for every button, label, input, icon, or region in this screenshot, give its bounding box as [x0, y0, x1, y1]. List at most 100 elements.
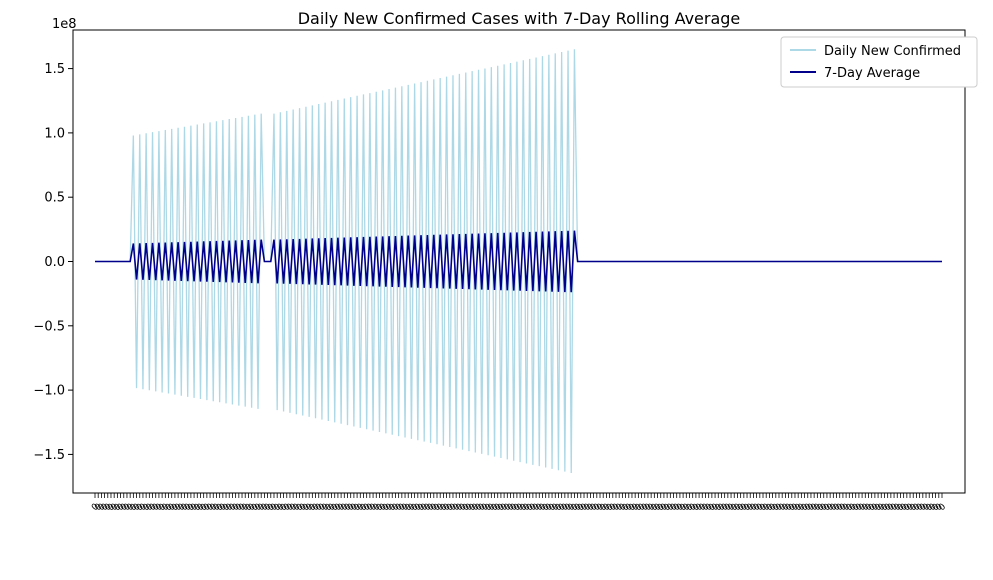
- x-tick-label: 0: [889, 502, 900, 513]
- x-tick-label: 0: [886, 502, 897, 513]
- x-tick-label: 0: [924, 502, 935, 513]
- x-tick-label: 0: [841, 502, 852, 513]
- x-tick-label: 0: [720, 502, 731, 513]
- x-tick-label: 0: [758, 502, 769, 513]
- x-tick-label: 0: [592, 502, 603, 513]
- x-tick-label: 0: [208, 502, 219, 513]
- x-tick-label: 0: [394, 502, 405, 513]
- x-tick-label: 0: [269, 502, 280, 513]
- x-tick-label: 0: [848, 502, 859, 513]
- x-tick-label: 0: [908, 502, 919, 513]
- x-tick-label: 0: [406, 502, 417, 513]
- x-tick-label: 0: [426, 502, 437, 513]
- x-tick-label: 0: [784, 502, 795, 513]
- x-tick-label: 0: [614, 502, 625, 513]
- x-tick-label: 0: [419, 502, 430, 513]
- x-tick-label: 0: [317, 502, 328, 513]
- x-tick-label: 0: [486, 502, 497, 513]
- x-tick-label: 0: [809, 502, 820, 513]
- x-tick-label: 0: [122, 502, 133, 513]
- x-tick-label: 0: [336, 502, 347, 513]
- x-tick-label: 0: [442, 502, 453, 513]
- x-tick-label: 0: [611, 502, 622, 513]
- x-tick-label: 0: [157, 502, 168, 513]
- x-tick-label: 0: [675, 502, 686, 513]
- x-tick-label: 0: [716, 502, 727, 513]
- x-tick-label: 0: [665, 502, 676, 513]
- x-tick-label: 0: [732, 502, 743, 513]
- x-tick-label: 0: [729, 502, 740, 513]
- legend-label-average: 7-Day Average: [824, 66, 920, 81]
- series-layer: [95, 49, 942, 474]
- x-tick-label: 0: [90, 502, 101, 513]
- x-tick-label: 0: [700, 502, 711, 513]
- x-tick-label: 0: [566, 502, 577, 513]
- x-tick-label: 0: [796, 502, 807, 513]
- x-tick-label: 0: [915, 502, 926, 513]
- x-tick-label: 0: [595, 502, 606, 513]
- x-tick-label: 0: [314, 502, 325, 513]
- x-tick-label: 0: [579, 502, 590, 513]
- x-tick-label: 0: [694, 502, 705, 513]
- x-tick-label: 0: [745, 502, 756, 513]
- x-tick-label: 0: [100, 502, 111, 513]
- x-tick-label: 0: [461, 502, 472, 513]
- x-tick-label: 0: [528, 502, 539, 513]
- x-tick-label: 0: [298, 502, 309, 513]
- x-tick-label: 0: [189, 502, 200, 513]
- x-tick-label: 0: [605, 502, 616, 513]
- x-tick-label: 0: [454, 502, 465, 513]
- x-tick-label: 0: [231, 502, 242, 513]
- x-tick-label: 0: [723, 502, 734, 513]
- x-tick-label: 0: [195, 502, 206, 513]
- x-tick-label: 0: [697, 502, 708, 513]
- x-tick-label: 0: [851, 502, 862, 513]
- x-tick-label: 0: [138, 502, 149, 513]
- x-tick-label: 0: [109, 502, 120, 513]
- x-tick-label: 0: [761, 502, 772, 513]
- x-tick-label: 0: [873, 502, 884, 513]
- x-tick-label: 0: [860, 502, 871, 513]
- x-tick-label: 0: [320, 502, 331, 513]
- x-tick-label: 0: [742, 502, 753, 513]
- x-tick-label: 0: [477, 502, 488, 513]
- x-tick-label: 0: [288, 502, 299, 513]
- x-axis: 0000000000000000000000000000000000000000…: [90, 493, 948, 513]
- x-tick-label: 0: [368, 502, 379, 513]
- x-tick-label: 0: [927, 502, 938, 513]
- x-tick-label: 0: [186, 502, 197, 513]
- x-tick-label: 0: [867, 502, 878, 513]
- x-tick-label: 0: [295, 502, 306, 513]
- y-tick-label: 1.0: [44, 126, 65, 141]
- x-tick-label: 0: [493, 502, 504, 513]
- x-tick-label: 0: [173, 502, 184, 513]
- x-tick-label: 0: [435, 502, 446, 513]
- x-tick-label: 0: [835, 502, 846, 513]
- x-tick-label: 0: [752, 502, 763, 513]
- x-tick-label: 0: [672, 502, 683, 513]
- x-tick-label: 0: [899, 502, 910, 513]
- x-tick-label: 0: [247, 502, 258, 513]
- x-tick-label: 0: [227, 502, 238, 513]
- x-tick-label: 0: [892, 502, 903, 513]
- x-tick-label: 0: [608, 502, 619, 513]
- x-tick-label: 0: [384, 502, 395, 513]
- x-tick-label: 0: [863, 502, 874, 513]
- x-tick-label: 0: [544, 502, 555, 513]
- x-tick-label: 0: [678, 502, 689, 513]
- x-tick-label: 0: [691, 502, 702, 513]
- x-tick-label: 0: [646, 502, 657, 513]
- x-tick-label: 0: [256, 502, 267, 513]
- x-tick-label: 0: [576, 502, 587, 513]
- legend-label-daily: Daily New Confirmed: [824, 44, 961, 59]
- x-tick-label: 0: [844, 502, 855, 513]
- x-tick-label: 0: [659, 502, 670, 513]
- x-tick-label: 0: [243, 502, 254, 513]
- x-tick-label: 0: [518, 502, 529, 513]
- x-tick-label: 0: [202, 502, 213, 513]
- x-tick-label: 0: [112, 502, 123, 513]
- x-tick-label: 0: [116, 502, 127, 513]
- x-tick-label: 0: [374, 502, 385, 513]
- x-tick-label: 0: [669, 502, 680, 513]
- x-tick-label: 0: [445, 502, 456, 513]
